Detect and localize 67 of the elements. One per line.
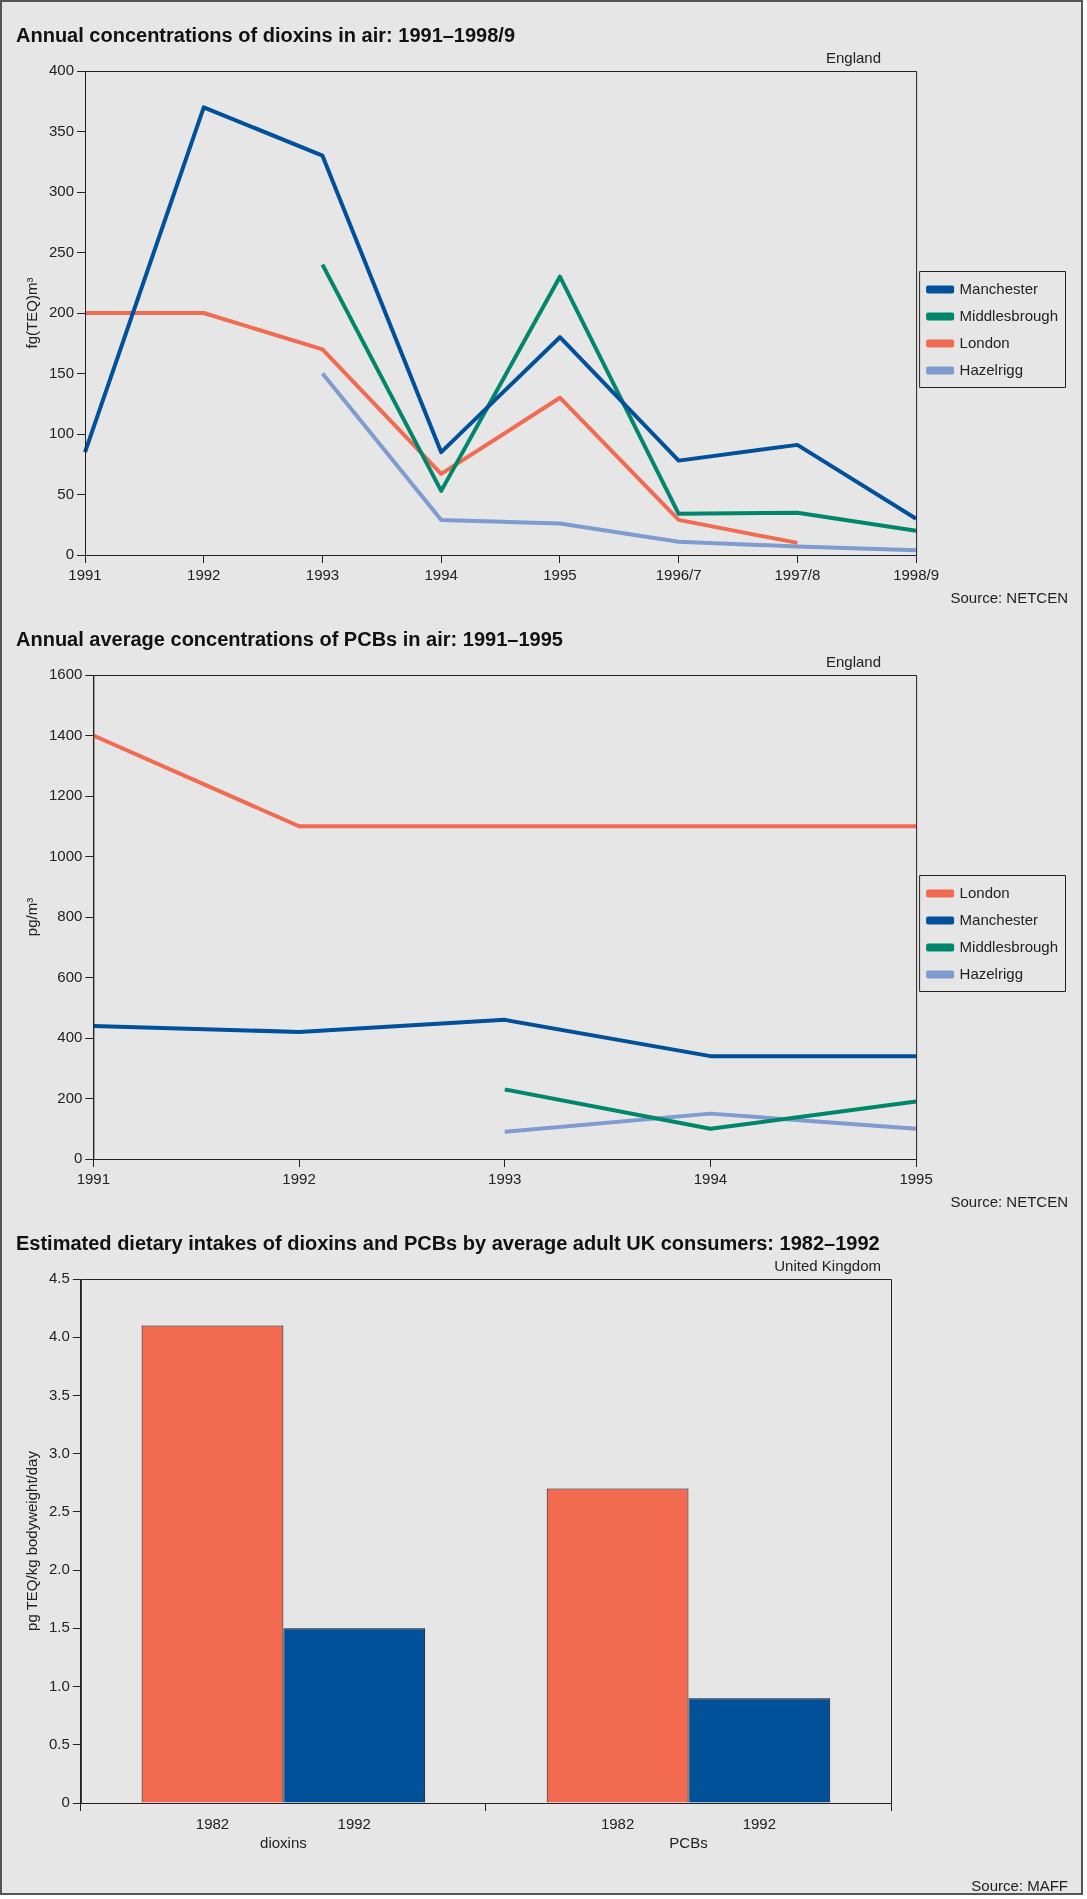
x-tick-label: 1997/8 <box>774 566 821 584</box>
x-tick-label: dioxins <box>260 1834 307 1852</box>
x-tick-label: 1992 <box>187 566 221 584</box>
legend-label: Middlesbrough <box>959 306 1059 324</box>
legend-label: London <box>959 333 1010 351</box>
y-tick-label: 0 <box>74 1149 83 1167</box>
y-tick-label: 150 <box>49 363 75 381</box>
y-tick-label: 400 <box>57 1028 83 1046</box>
y-tick-label: 3.0 <box>48 1443 70 1461</box>
y-tick-label: 250 <box>49 242 75 260</box>
chart-title: Estimated dietary intakes of dioxins and PCBs by average adult UK consumers: 1982–1992 <box>16 1231 881 1255</box>
text: 1982 <box>600 1814 635 1832</box>
x-tick-label: 1995 <box>543 566 577 584</box>
y-axis-title: fg(TEQ)m³ <box>23 277 41 349</box>
y-axis-title: pg TEQ/kg bodyweight/day <box>23 1450 41 1631</box>
y-tick-label: 600 <box>57 967 83 985</box>
y-tick-label: 2.0 <box>48 1560 70 1578</box>
legend-label: Manchester <box>959 910 1038 928</box>
y-tick-label: 1400 <box>48 725 83 743</box>
y-tick-label: 400 <box>49 61 75 79</box>
y-tick-label: 2.5 <box>48 1502 70 1520</box>
y-tick-label: 200 <box>57 1088 83 1106</box>
x-tick-label: PCBs <box>669 1834 708 1852</box>
chart-title: Annual average concentrations of PCBs in air: 1991–1995 <box>16 627 564 651</box>
source-note: Source: NETCEN <box>949 589 1069 606</box>
y-tick-label: 1600 <box>48 665 83 683</box>
y-tick-label: 3.5 <box>48 1385 70 1403</box>
y-tick-label: 300 <box>49 182 75 200</box>
source-note: Source: NETCEN <box>949 1193 1069 1210</box>
y-tick-label: 350 <box>49 121 75 139</box>
y-tick-label: 1.0 <box>48 1676 70 1694</box>
source-note: Source: MAFF <box>970 1877 1069 1894</box>
x-tick-label: 1994 <box>693 1170 728 1188</box>
y-axis-title: pg/m³ <box>23 897 41 937</box>
x-tick-label: 1992 <box>282 1170 316 1188</box>
legend-label: Middlesbrough <box>959 937 1059 955</box>
y-tick-label: 1.5 <box>48 1618 70 1636</box>
y-tick-label: 1200 <box>48 786 83 804</box>
y-tick-label: 100 <box>49 424 75 442</box>
x-tick-label: 1993 <box>488 1170 522 1188</box>
y-tick-label: 800 <box>57 907 83 925</box>
y-tick-label: 50 <box>57 484 75 502</box>
text: England <box>825 49 881 66</box>
x-tick-label: 1994 <box>424 566 458 584</box>
y-tick-label: 0 <box>65 545 75 563</box>
chart-title: Annual concentrations of dioxins in air: 1991–1998/9 <box>16 23 517 47</box>
legend-label: Hazelrigg <box>959 360 1023 378</box>
x-tick-label: 1991 <box>68 566 102 584</box>
legend-label: Manchester <box>959 279 1038 297</box>
y-tick-label: 200 <box>49 303 75 321</box>
legend-label: London <box>959 883 1010 901</box>
y-tick-label: 0.5 <box>48 1734 70 1752</box>
x-tick-label: 1996/7 <box>655 566 702 584</box>
x-tick-label: 1991 <box>76 1170 111 1188</box>
legend-label: Hazelrigg <box>959 964 1023 982</box>
text: England <box>825 653 881 670</box>
y-tick-label: 4.0 <box>48 1327 70 1345</box>
y-tick-label: 0 <box>61 1793 70 1811</box>
category-label: 1992 <box>742 1814 777 1832</box>
series-label: 1982 <box>195 1814 230 1832</box>
x-tick-label: 1995 <box>899 1170 933 1188</box>
y-tick-label: 1000 <box>48 846 83 864</box>
series-label: 1992 <box>337 1814 371 1832</box>
text: United Kingdom <box>774 1257 881 1274</box>
y-tick-label: 4.5 <box>48 1269 70 1287</box>
x-tick-label: 1998/9 <box>893 566 940 584</box>
x-tick-label: 1993 <box>305 566 340 584</box>
